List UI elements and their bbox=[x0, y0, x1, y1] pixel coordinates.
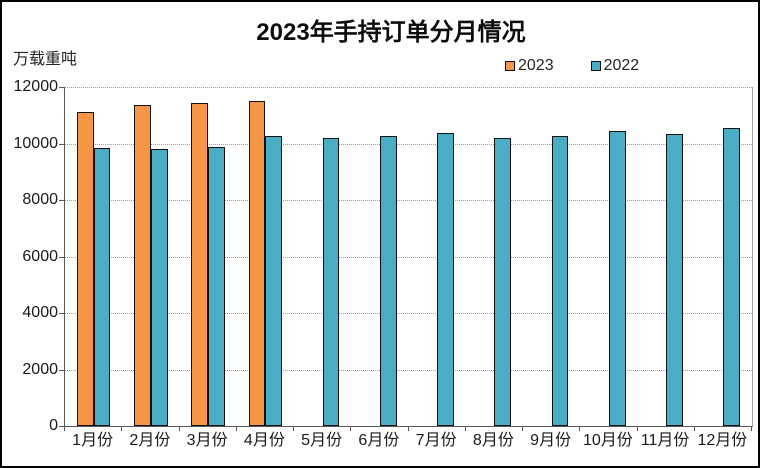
x-axis-tick bbox=[350, 426, 352, 431]
bar-2022-3月份 bbox=[208, 146, 225, 426]
y-axis-labels: 0 2000 4000 6000 8000 10000 12000 bbox=[2, 2, 59, 466]
x-axis-tick bbox=[464, 426, 466, 431]
x-axis-labels: 1月份 2月份 3月份 4月份 5月份 6月份 7月份 8月份 9月份 10月份 11月份 12月份 bbox=[64, 431, 751, 453]
x-tick-label-2月份: 2月份 bbox=[129, 432, 171, 449]
legend-label-2022: 2022 bbox=[603, 57, 640, 74]
x-tick-label-4月份: 4月份 bbox=[243, 432, 285, 449]
x-tick-label-1月份: 1月份 bbox=[72, 432, 114, 449]
y-tick-label-10000: 10000 bbox=[13, 134, 59, 152]
x-axis-tick bbox=[121, 426, 123, 431]
legend-swatch-2023 bbox=[505, 61, 515, 71]
bar-2023-3月份 bbox=[191, 102, 209, 426]
x-tick-label-9月份: 9月份 bbox=[530, 432, 572, 449]
x-axis-tick bbox=[178, 426, 180, 431]
x-tick-label-3月份: 3月份 bbox=[186, 432, 228, 449]
y-axis-tick bbox=[59, 87, 64, 88]
x-axis-tick bbox=[579, 426, 581, 431]
gridline-12000 bbox=[65, 87, 752, 88]
y-tick-label-8000: 8000 bbox=[22, 191, 58, 208]
bar-2022-1月份 bbox=[93, 148, 111, 426]
x-tick-label-5月份: 5月份 bbox=[301, 432, 343, 449]
y-axis-tick bbox=[59, 256, 64, 258]
y-axis-tick bbox=[59, 313, 64, 314]
bar-2022-10月份 bbox=[608, 131, 626, 426]
x-tick-label-10月份: 10月份 bbox=[582, 432, 633, 449]
x-tick-label-7月份: 7月份 bbox=[415, 432, 457, 449]
bar-2022-2月份 bbox=[150, 149, 168, 426]
y-tick-label-6000: 6000 bbox=[22, 247, 58, 265]
x-axis-tick bbox=[636, 426, 638, 431]
x-tick-label-11月份: 11月份 bbox=[640, 432, 690, 449]
x-tick-label-12月份: 12月份 bbox=[697, 432, 748, 449]
y-axis-tick bbox=[59, 200, 64, 201]
bar-2023-2月份 bbox=[134, 105, 151, 426]
bar-2022-4月份 bbox=[265, 136, 283, 426]
bar-2022-11月份 bbox=[666, 133, 683, 426]
y-axis-tick bbox=[59, 369, 64, 371]
legend-swatch-2022 bbox=[590, 61, 601, 71]
gridline-4000 bbox=[65, 313, 752, 314]
gridline-6000 bbox=[65, 256, 752, 258]
bar-2022-5月份 bbox=[322, 138, 340, 426]
gridline-2000 bbox=[65, 369, 752, 371]
x-axis-tick bbox=[293, 426, 294, 431]
y-tick-label-12000: 12000 bbox=[13, 78, 59, 95]
gridline-10000 bbox=[65, 143, 752, 145]
x-axis-tick bbox=[64, 426, 65, 431]
y-axis-tick bbox=[59, 143, 64, 145]
gridline-8000 bbox=[65, 200, 752, 201]
legend-item-2023: 2023 bbox=[505, 57, 554, 75]
bar-2022-12月份 bbox=[723, 127, 741, 426]
x-tick-label-6月份: 6月份 bbox=[358, 432, 400, 449]
x-axis-tick bbox=[751, 426, 752, 431]
bar-2022-7月份 bbox=[437, 132, 454, 426]
bar-2022-8月份 bbox=[494, 137, 512, 426]
bar-2023-1月份 bbox=[76, 112, 94, 426]
legend: 2023 2022 bbox=[505, 57, 639, 75]
plot-area bbox=[64, 87, 753, 427]
y-tick-label-4000: 4000 bbox=[22, 304, 58, 321]
x-axis-tick bbox=[693, 426, 695, 431]
bar-2023-4月份 bbox=[248, 100, 266, 426]
y-tick-label-2000: 2000 bbox=[22, 360, 58, 378]
y-axis-tick bbox=[59, 426, 64, 427]
bar-2022-6月份 bbox=[379, 135, 397, 426]
x-axis-tick bbox=[522, 426, 523, 431]
chart-title: 2023年手持订单分月情况 bbox=[256, 19, 526, 46]
x-axis-tick bbox=[235, 426, 237, 431]
y-tick-label-0: 0 bbox=[49, 417, 58, 434]
x-tick-label-8月份: 8月份 bbox=[472, 432, 514, 449]
bar-2022-9月份 bbox=[551, 136, 569, 426]
x-axis-tick bbox=[407, 426, 409, 431]
y-axis-unit-label: 万载重吨 bbox=[13, 51, 78, 68]
legend-label-2023: 2023 bbox=[518, 57, 554, 74]
legend-item-2022: 2022 bbox=[590, 57, 640, 75]
